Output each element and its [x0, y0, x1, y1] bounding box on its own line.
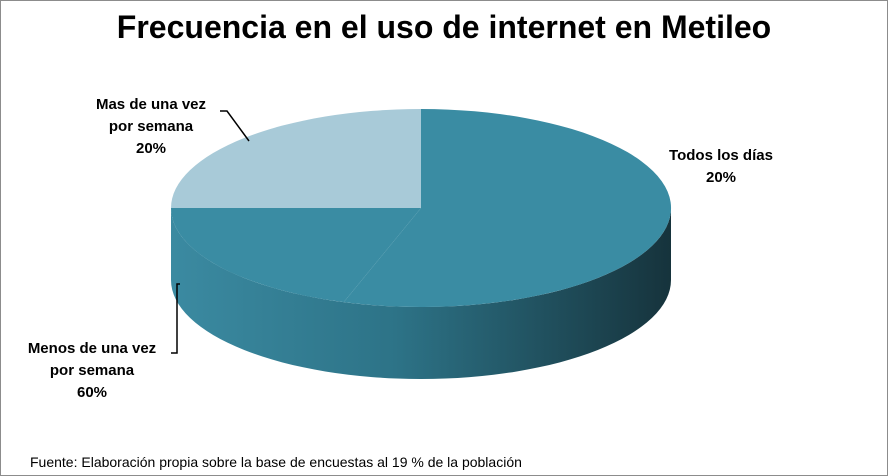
slice-name-line-2: por semana — [49, 362, 135, 379]
slice-name: Todos los días — [669, 147, 773, 164]
pie-slice-1 — [171, 208, 421, 303]
slice-name-line-2: por semana — [108, 118, 194, 135]
pie-slice-2 — [171, 109, 421, 208]
slice-name-line-1: Mas de una vez — [95, 96, 207, 113]
slice-label-mas-de-una-vez: Mas de una vez por semana 20% — [71, 94, 231, 160]
pie-side-wall — [171, 208, 671, 379]
slice-value: 60% — [76, 384, 108, 401]
leader-line-mas-de-una-vez — [220, 110, 250, 142]
slice-name-line-1: Menos de una vez — [27, 340, 157, 357]
leader-line-menos-de-una-vez — [171, 283, 180, 354]
chart-title: Frecuencia en el uso de internet en Meti… — [116, 9, 772, 45]
leader-lines — [171, 110, 250, 354]
source-note: Fuente: Elaboración propia sobre la base… — [30, 454, 522, 470]
slice-label-todos-los-dias: Todos los días 20% — [641, 145, 801, 189]
slice-label-menos-de-una-vez: Menos de una vez por semana 60% — [7, 338, 177, 404]
slice-value: 20% — [135, 140, 167, 157]
pie-slice-0 — [343, 109, 672, 307]
slice-value: 20% — [705, 169, 737, 186]
pie-side — [171, 208, 671, 379]
pie-top — [171, 109, 672, 307]
